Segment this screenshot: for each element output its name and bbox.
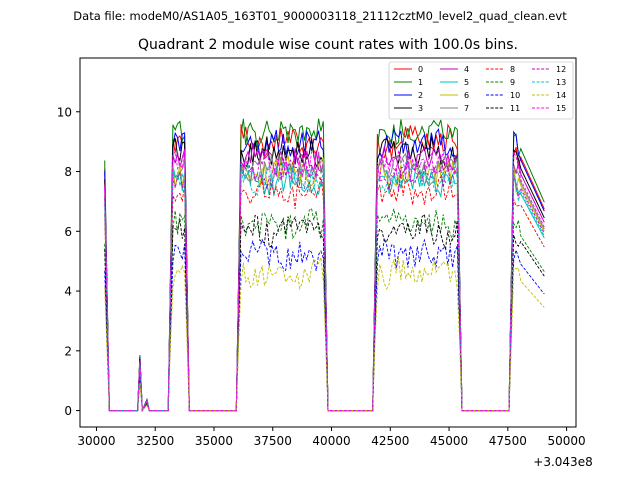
x-tick-label: 30000 (77, 434, 115, 448)
y-axis: 0 2 4 6 8 10 (57, 105, 80, 418)
x-tick-label: 37500 (254, 434, 292, 448)
legend-label-9: 9 (510, 78, 515, 87)
chart-suptitle: Data file: modeM0/AS1A05_163T01_90000031… (73, 9, 567, 23)
legend-label-5: 5 (464, 78, 469, 87)
legend-label-10: 10 (510, 91, 520, 100)
x-tick-label: 45000 (430, 434, 468, 448)
y-tick-label: 4 (64, 285, 72, 299)
legend-label-12: 12 (556, 65, 566, 74)
y-tick-label: 0 (64, 404, 72, 418)
x-axis: 30000 32500 35000 37500 40000 42500 45000 47500… (77, 427, 586, 448)
legend-label-14: 14 (556, 91, 566, 100)
y-tick-label: 2 (64, 344, 72, 358)
y-tick-label: 6 (64, 225, 72, 239)
x-tick-label: 42500 (371, 434, 409, 448)
legend-label-7: 7 (464, 104, 469, 113)
legend-box (388, 61, 574, 120)
chart-title: Quadrant 2 module wise count rates with … (138, 37, 518, 53)
x-tick-label: 32500 (136, 434, 174, 448)
y-tick-label: 10 (57, 105, 72, 119)
x-tick-label: 40000 (312, 434, 350, 448)
legend-label-11: 11 (510, 104, 520, 113)
x-tick-label: 35000 (195, 434, 233, 448)
legend-label-1: 1 (418, 78, 423, 87)
legend-label-8: 8 (510, 65, 515, 74)
legend-label-0: 0 (418, 65, 423, 74)
axes-frame (79, 57, 577, 428)
series-line-15 (104, 148, 545, 412)
legend-label-3: 3 (418, 104, 423, 113)
legend-label-4: 4 (464, 65, 469, 74)
legend-label-6: 6 (464, 91, 469, 100)
x-tick-label: 50000 (548, 434, 586, 448)
y-tick-label: 8 (64, 165, 72, 179)
legend-label-2: 2 (418, 91, 423, 100)
legend-label-13: 13 (556, 78, 566, 87)
legend-label-15: 15 (556, 104, 566, 113)
series-layer (104, 118, 545, 413)
x-offset-label: +3.043e8 (533, 455, 592, 469)
x-tick-label: 47500 (489, 434, 527, 448)
